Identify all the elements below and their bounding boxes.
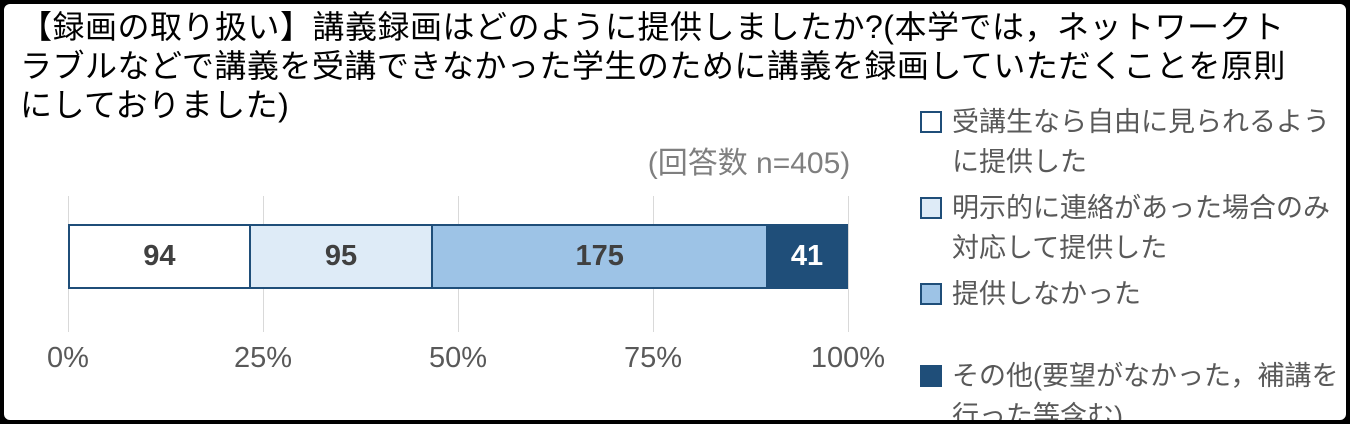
chart-title-line-1: 【録画の取り扱い】講義録画はどのように提供しましたか?(本学では，ネットワークト [20, 9, 1285, 45]
chart-title: 【録画の取り扱い】講義録画はどのように提供しましたか?(本学では，ネットワークト… [20, 8, 1330, 125]
legend-label: 提供しなかった [952, 279, 1141, 309]
legend-item-3: 提供しなかった [920, 274, 1340, 314]
legend-label: 受講生なら自由に見られるように提供した [952, 107, 1330, 177]
legend: 受講生なら自由に見られるように提供した 明示的に連絡があった場合のみ対応して提供し… [920, 102, 1340, 424]
legend-label: 明示的に連絡があった場合のみ対応して提供した [952, 193, 1330, 263]
bar-segment-value: 41 [790, 240, 824, 272]
gridline [848, 196, 849, 332]
bar-segment-2: 95 [248, 224, 434, 289]
legend-swatch [920, 283, 942, 305]
chart-title-line-3: にしておりました) [20, 87, 290, 123]
bar-segment-4: 41 [766, 224, 849, 289]
x-tick-label: 50% [428, 342, 488, 374]
legend-swatch [920, 197, 942, 219]
x-tick-label: 25% [233, 342, 293, 374]
response-count-label: (回答数 n=405) [647, 147, 851, 180]
legend-item-2: 明示的に連絡があった場合のみ対応して提供した [920, 188, 1340, 268]
x-tick-label: 0% [47, 342, 89, 374]
stacked-bar: 94 95 175 41 [68, 224, 849, 289]
legend-label: その他(要望がなかった，補講を行った等含む) [952, 361, 1339, 424]
x-axis: 0% 25% 50% 75% 100% [47, 342, 885, 382]
bar-segment-value: 95 [324, 240, 358, 272]
bar-segment-1: 94 [68, 224, 251, 289]
x-tick-label: 100% [810, 342, 886, 374]
legend-swatch [920, 111, 942, 133]
legend-item-1: 受講生なら自由に見られるように提供した [920, 102, 1340, 182]
bar-segment-value: 94 [143, 240, 176, 272]
chart-title-line-2: ラブルなどで講義を受講できなかった学生のために講義を録画していただくことを原則 [20, 48, 1286, 84]
bar-segment-3: 175 [431, 224, 769, 289]
legend-swatch [920, 365, 942, 387]
x-tick-label: 75% [623, 342, 683, 374]
plot-area: 94 95 175 41 [68, 196, 849, 332]
legend-item-4: その他(要望がなかった，補講を行った等含む) [920, 356, 1340, 424]
bar-segment-value: 175 [575, 240, 624, 272]
